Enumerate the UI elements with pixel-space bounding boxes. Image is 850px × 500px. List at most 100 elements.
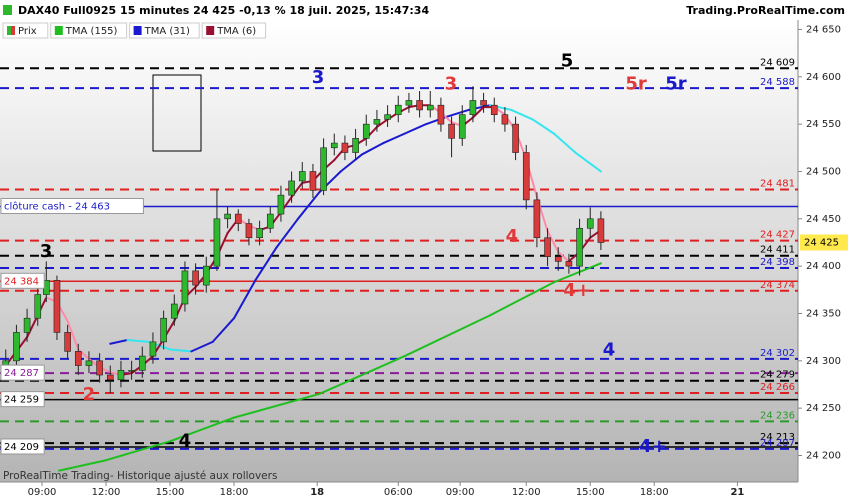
- y-tick-label: 24 350: [806, 308, 841, 319]
- candle-body: [394, 104, 402, 115]
- indicator-line: [77, 348, 90, 360]
- legend-box: [50, 22, 128, 39]
- indicator-line: [403, 314, 491, 358]
- x-tick-label: 18:00: [640, 487, 669, 498]
- indicator-line: [26, 314, 39, 339]
- candle-body: [522, 152, 530, 201]
- level-label-box: [0, 391, 45, 408]
- indicator-line: [190, 340, 214, 353]
- y-tick-label: 24 500: [806, 166, 841, 177]
- candle-body: [469, 100, 477, 115]
- indicator-line: [58, 459, 108, 472]
- candle-body: [320, 147, 327, 191]
- candle-body: [288, 180, 295, 196]
- indicator-line: [552, 262, 602, 284]
- x-tick-label: 15:00: [156, 487, 185, 498]
- legend-box: [129, 22, 200, 39]
- level-label: clôture cash - 24 463: [4, 201, 110, 213]
- candle-body: [586, 218, 594, 229]
- candle-body: [170, 303, 178, 319]
- indicator-line: [574, 151, 602, 173]
- candle-body: [576, 227, 583, 267]
- level-label: 24 259: [4, 395, 39, 406]
- candle-body: [490, 104, 498, 115]
- level-label-box: [0, 364, 45, 381]
- chart-title: DAX40 Full0925 15 minutes 24 425 -0,13 %…: [18, 4, 429, 17]
- candle-body: [405, 100, 413, 106]
- y-tick-label: 24 550: [806, 119, 841, 130]
- candle-body: [597, 218, 605, 243]
- candle-body: [23, 317, 31, 333]
- y-tick-label: 24 650: [806, 24, 841, 35]
- legend-label: TMA (31): [144, 26, 190, 37]
- annotation: 4+: [639, 436, 667, 457]
- level-label-box: [0, 438, 45, 455]
- y-tick-label: 24 200: [806, 450, 841, 461]
- indicator-line: [105, 440, 172, 462]
- y-tick-label: 24 300: [806, 356, 841, 367]
- x-tick-label: 21: [730, 487, 744, 498]
- candle-body: [512, 123, 519, 153]
- candle-body: [224, 213, 231, 220]
- source: Trading.ProRealTime.com: [686, 4, 845, 17]
- indicator-line: [275, 217, 299, 249]
- indicator-line: [488, 281, 555, 317]
- level-label: 24 609: [760, 57, 795, 68]
- indicator-line: [546, 230, 560, 253]
- level-label: 24 302: [760, 348, 795, 359]
- legend-label: Prix: [18, 26, 37, 37]
- plot-area: [0, 20, 798, 482]
- x-tick-label: 15:00: [576, 487, 605, 498]
- indicator-line: [339, 153, 363, 173]
- indicator-line: [296, 191, 321, 220]
- level-label: 24 279: [760, 370, 795, 381]
- candle-body: [480, 100, 487, 106]
- level-label: 24 384: [4, 276, 39, 287]
- footnote: ProRealTime Trading- Historique ajusté a…: [3, 470, 277, 482]
- candle-body: [117, 369, 125, 381]
- indicator-line: [375, 118, 389, 128]
- candle-body: [96, 360, 103, 376]
- level-label-box: [0, 198, 144, 215]
- level-label: 24 411: [760, 245, 795, 256]
- legend-box: [201, 22, 267, 39]
- level-label: 24 266: [760, 382, 795, 393]
- candle-body: [352, 138, 359, 153]
- x-tick-label: 18: [310, 487, 324, 498]
- annotation: 4+: [563, 280, 591, 301]
- level-label: 24 209: [4, 442, 39, 453]
- level-label: 24 398: [760, 257, 795, 268]
- candle-body: [64, 332, 71, 352]
- y-tick-label: 24 600: [806, 72, 841, 83]
- candle-body: [554, 256, 562, 262]
- candle-body: [448, 123, 455, 139]
- candle-body: [309, 171, 317, 191]
- candle-body: [181, 270, 189, 305]
- candle-body: [234, 213, 242, 224]
- candle-body: [533, 199, 541, 239]
- candle-body: [362, 123, 370, 139]
- indicator-line: [446, 108, 470, 118]
- x-tick-label: 18:00: [220, 487, 249, 498]
- indicator-line: [211, 317, 236, 343]
- annotation: 5r: [665, 73, 687, 94]
- y-tick-label: 24 250: [806, 403, 841, 414]
- candle-body: [298, 171, 306, 182]
- candle-body: [330, 142, 338, 149]
- legend-swatch: [54, 26, 63, 35]
- level-label: 24 427: [760, 230, 795, 241]
- candle-body: [138, 355, 146, 371]
- candle-body: [85, 360, 93, 366]
- legend-swatch: [11, 26, 15, 35]
- candle-body: [277, 194, 285, 215]
- annotation: 2: [83, 384, 96, 405]
- annotation: 5r: [625, 73, 647, 94]
- indicator-line: [233, 392, 321, 419]
- header-icon: [3, 5, 12, 15]
- indicator-line: [66, 320, 80, 351]
- y-tick-label: 24 400: [806, 261, 841, 272]
- candle-body: [373, 119, 381, 125]
- candle-body: [34, 294, 42, 319]
- indicator-line: [382, 132, 406, 145]
